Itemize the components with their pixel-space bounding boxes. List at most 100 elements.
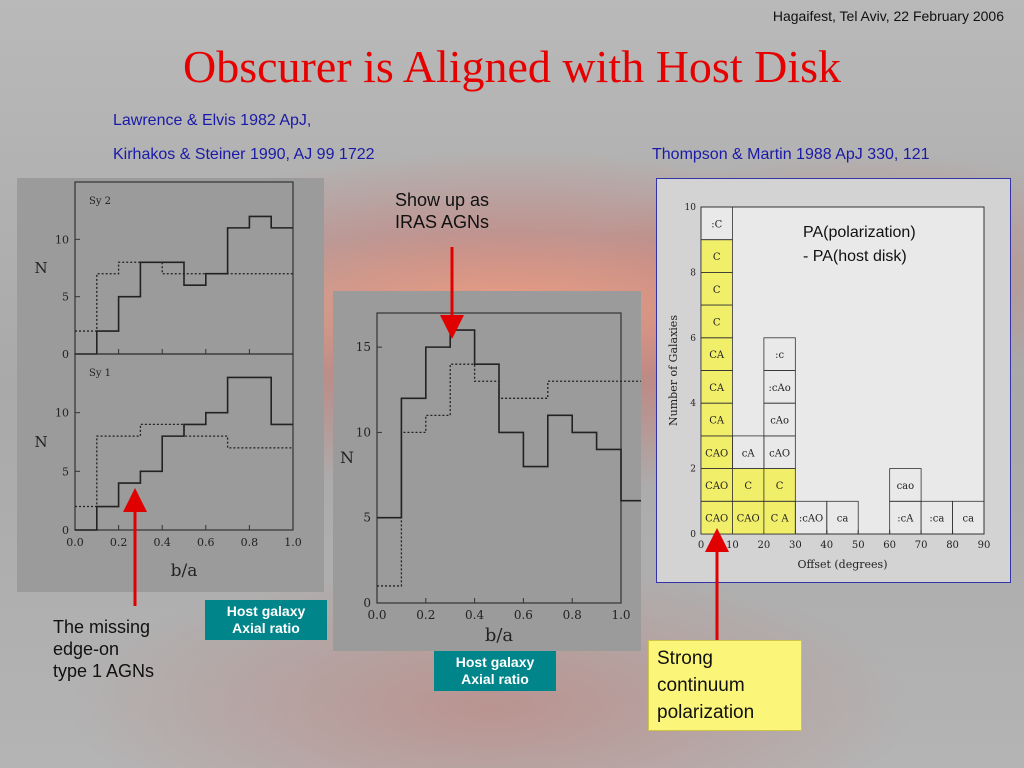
offset-cell bbox=[826, 500, 859, 535]
offset-histogram-panel: 0 10 20 30 40 50 60 70 80 90 0 2 4 6 8 10 CAO CAO CAO CA CA C… bbox=[656, 178, 1011, 583]
host-a-line2: Axial ratio bbox=[232, 620, 300, 636]
offset-cell-label: ca bbox=[962, 514, 974, 525]
offset-cell-label: C bbox=[776, 481, 784, 492]
iras-ytick-label: 15 bbox=[356, 340, 371, 354]
offset-cell-label: :cA bbox=[897, 514, 914, 525]
sy1-xtick-label: 0.6 bbox=[197, 536, 215, 549]
sy1-frame bbox=[74, 353, 294, 531]
iras-xtick-label: 1.0 bbox=[611, 608, 630, 622]
sy1-ytick-label: 0 bbox=[62, 524, 69, 537]
offset-histogram: 0 10 20 30 40 50 60 70 80 90 0 2 4 6 8 10 CAO CAO CAO CA CA C… bbox=[667, 203, 990, 571]
host-axial-ratio-label-b: Host galaxy Axial ratio bbox=[434, 651, 556, 691]
offset-cell-label: ca bbox=[837, 514, 849, 525]
offset-xtick-label: 50 bbox=[852, 540, 865, 551]
reference-thompson-martin: Thompson & Martin 1988 ApJ 330, 121 bbox=[652, 146, 930, 163]
offset-highlight bbox=[701, 239, 733, 534]
offset-cell-label: :cAO bbox=[799, 514, 823, 525]
offset-cell-label: :cAo bbox=[769, 383, 791, 394]
reference-lawrence-elvis: Lawrence & Elvis 1982 ApJ, bbox=[113, 112, 312, 129]
iras-ytick-label: 5 bbox=[363, 511, 371, 525]
host-b-line1: Host galaxy bbox=[455, 654, 535, 670]
offset-xtick-label: 90 bbox=[978, 540, 991, 551]
offset-cell-label: :c bbox=[775, 350, 784, 361]
sy1-panel-label: Sy 1 bbox=[89, 368, 111, 379]
offset-cell-label: CAO bbox=[705, 448, 728, 459]
offset-cell-label: C bbox=[713, 252, 721, 263]
offset-cell-label: CAO bbox=[705, 514, 728, 525]
sy2-ytick-label: 10 bbox=[55, 233, 69, 246]
host-axial-ratio-label-a: Host galaxy Axial ratio bbox=[205, 600, 327, 640]
offset-xtick-label: 30 bbox=[789, 540, 802, 551]
missing-note-line1: The missing bbox=[53, 617, 151, 637]
sy2-ytick-label: 5 bbox=[62, 291, 69, 304]
offset-cell-label: C A bbox=[771, 514, 790, 525]
offset-cell-label: cAO bbox=[769, 448, 790, 459]
offset-cell-label: cA bbox=[742, 448, 756, 459]
sy-histograms-svg: 0 5 10 Sy 2 N 0.0 0.2 0.4 0.6 0.8 1.0 0 5 10 Sy 1 Nb/a bbox=[34, 181, 302, 581]
iras-ytick-label: 0 bbox=[363, 596, 371, 610]
offset-ytick-label: 2 bbox=[690, 465, 696, 475]
sy1-histogram: 0.0 0.2 0.4 0.6 0.8 1.0 0 5 10 Sy 1 Nb/a bbox=[34, 353, 302, 581]
sy1-ytick-label: 5 bbox=[62, 465, 69, 478]
offset-cell bbox=[889, 468, 922, 502]
offset-ytick-label: 4 bbox=[690, 399, 696, 409]
iras-note: Show up as IRAS AGNs bbox=[395, 189, 489, 233]
missing-agn-note: The missing edge-on type 1 AGNs bbox=[53, 616, 154, 682]
sy1-xtick-label: 0.8 bbox=[241, 536, 259, 549]
missing-note-line2: edge-on bbox=[53, 639, 120, 659]
iras-dotted-series bbox=[377, 363, 646, 587]
offset-xlabel: Offset (degrees) bbox=[797, 558, 887, 571]
pa-label-line1: PA(polarization) bbox=[803, 224, 916, 241]
iras-xlabel: b/a bbox=[485, 625, 514, 646]
iras-ylabel: N bbox=[340, 448, 354, 467]
offset-xtick-label: 10 bbox=[726, 540, 739, 551]
offset-xtick-label: 40 bbox=[820, 540, 833, 551]
offset-cell bbox=[700, 206, 733, 241]
strong-line3: polarization bbox=[657, 702, 755, 723]
host-b-line2: Axial ratio bbox=[461, 671, 529, 687]
iras-ytick-label: 10 bbox=[356, 425, 371, 439]
sy1-xtick-label: 0.4 bbox=[153, 536, 171, 549]
offset-cell-label: CAO bbox=[705, 481, 728, 492]
strong-polarization-label: Strong continuum polarization bbox=[648, 640, 802, 731]
offset-cell-label: CA bbox=[709, 383, 725, 394]
pa-difference-label: PA(polarization) - PA(host disk) bbox=[803, 221, 916, 269]
sy1-xlabel: b/a bbox=[171, 561, 198, 581]
sy2-ylabel: N bbox=[34, 259, 47, 277]
pa-label-line2: - PA(host disk) bbox=[803, 248, 907, 265]
offset-cell-label: CAO bbox=[737, 514, 760, 525]
sy1-xtick-label: 1.0 bbox=[284, 536, 302, 549]
iras-histogram-svg: 0.0 0.2 0.4 0.6 0.8 1.0 0 5 10 15 Nb/a bbox=[340, 312, 646, 646]
offset-cell-label: cAo bbox=[770, 416, 789, 427]
offset-cell-label: C bbox=[713, 317, 721, 328]
offset-ylabel: Number of Galaxies bbox=[667, 315, 680, 426]
sy1-ylabel: N bbox=[34, 433, 47, 451]
offset-cell-label: CA bbox=[709, 416, 725, 427]
strong-line2: continuum bbox=[657, 675, 745, 696]
offset-cell-label: cao bbox=[897, 481, 915, 492]
sy2-dotted-series bbox=[75, 261, 293, 332]
offset-cell bbox=[763, 337, 796, 371]
iras-histogram: 0.0 0.2 0.4 0.6 0.8 1.0 0 5 10 15 Nb/a bbox=[340, 312, 646, 646]
event-caption: Hagaifest, Tel Aviv, 22 February 2006 bbox=[772, 8, 1004, 24]
offset-ytick-label: 6 bbox=[690, 334, 696, 344]
offset-cell-label: :C bbox=[711, 219, 722, 230]
sy2-solid-series bbox=[75, 215, 293, 355]
sy2-ytick-label: 0 bbox=[62, 348, 69, 361]
missing-note-line3: type 1 AGNs bbox=[53, 661, 155, 681]
iras-xtick-label: 0.4 bbox=[465, 608, 484, 622]
offset-xtick-label: 70 bbox=[915, 540, 928, 551]
offset-xtick-label: 0 bbox=[698, 540, 704, 551]
iras-solid-series bbox=[377, 329, 646, 519]
iras-xtick-label: 0.0 bbox=[367, 608, 386, 622]
offset-xtick-label: 20 bbox=[758, 540, 771, 551]
sy1-ytick-label: 10 bbox=[55, 407, 69, 420]
offset-cell-label: C bbox=[713, 285, 721, 296]
offset-ytick-label: 0 bbox=[690, 530, 696, 540]
iras-xtick-label: 0.2 bbox=[416, 608, 435, 622]
iras-xtick-label: 0.8 bbox=[563, 608, 582, 622]
offset-xtick-label: 60 bbox=[883, 540, 896, 551]
sy2-panel-label: Sy 2 bbox=[89, 196, 111, 207]
